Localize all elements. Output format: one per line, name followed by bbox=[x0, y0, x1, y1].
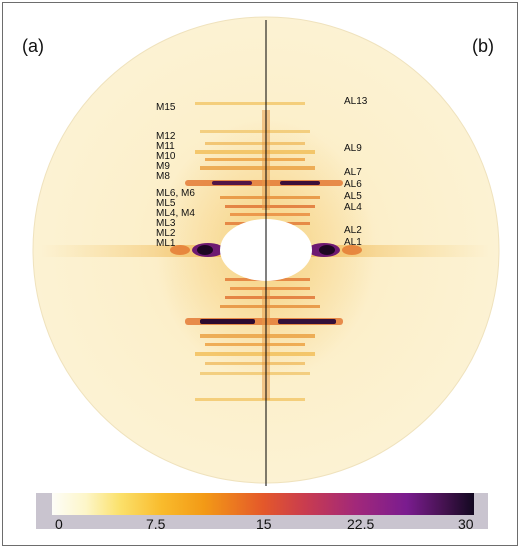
label-al13: AL13 bbox=[344, 96, 368, 107]
colorbar-tick-0: 0 bbox=[55, 516, 63, 532]
colorbar-tick-7-5: 7.5 bbox=[146, 516, 166, 532]
label-m15: M15 bbox=[156, 102, 176, 113]
label-ml3: ML3 bbox=[156, 218, 176, 229]
label-m10: M10 bbox=[156, 151, 176, 162]
label-m9: M9 bbox=[156, 161, 170, 172]
label-al1: AL1 bbox=[344, 237, 362, 248]
label-ml1: ML1 bbox=[156, 238, 176, 249]
label-ml6-m6: ML6, M6 bbox=[156, 188, 195, 199]
label-al4: AL4 bbox=[344, 202, 362, 213]
label-al7: AL7 bbox=[344, 167, 362, 178]
colorbar-tick-30: 30 bbox=[458, 516, 474, 532]
label-al2: AL2 bbox=[344, 225, 362, 236]
label-m8: M8 bbox=[156, 171, 170, 182]
label-ml4-m4: ML4, M4 bbox=[156, 208, 195, 219]
label-al5: AL5 bbox=[344, 191, 362, 202]
label-m12: M12 bbox=[156, 131, 176, 142]
colorbar-tick-15: 15 bbox=[256, 516, 272, 532]
label-al6: AL6 bbox=[344, 179, 362, 190]
colorbar bbox=[52, 493, 474, 515]
colorbar-tick-22-5: 22.5 bbox=[347, 516, 375, 532]
label-al9: AL9 bbox=[344, 143, 362, 154]
label-ml5: ML5 bbox=[156, 198, 176, 209]
label-ml2: ML2 bbox=[156, 228, 176, 239]
panel-label-b: (b) bbox=[472, 36, 494, 56]
label-m11: M11 bbox=[156, 141, 175, 152]
equatorial-reflections bbox=[170, 243, 362, 257]
panel-label-a: (a) bbox=[22, 36, 44, 56]
